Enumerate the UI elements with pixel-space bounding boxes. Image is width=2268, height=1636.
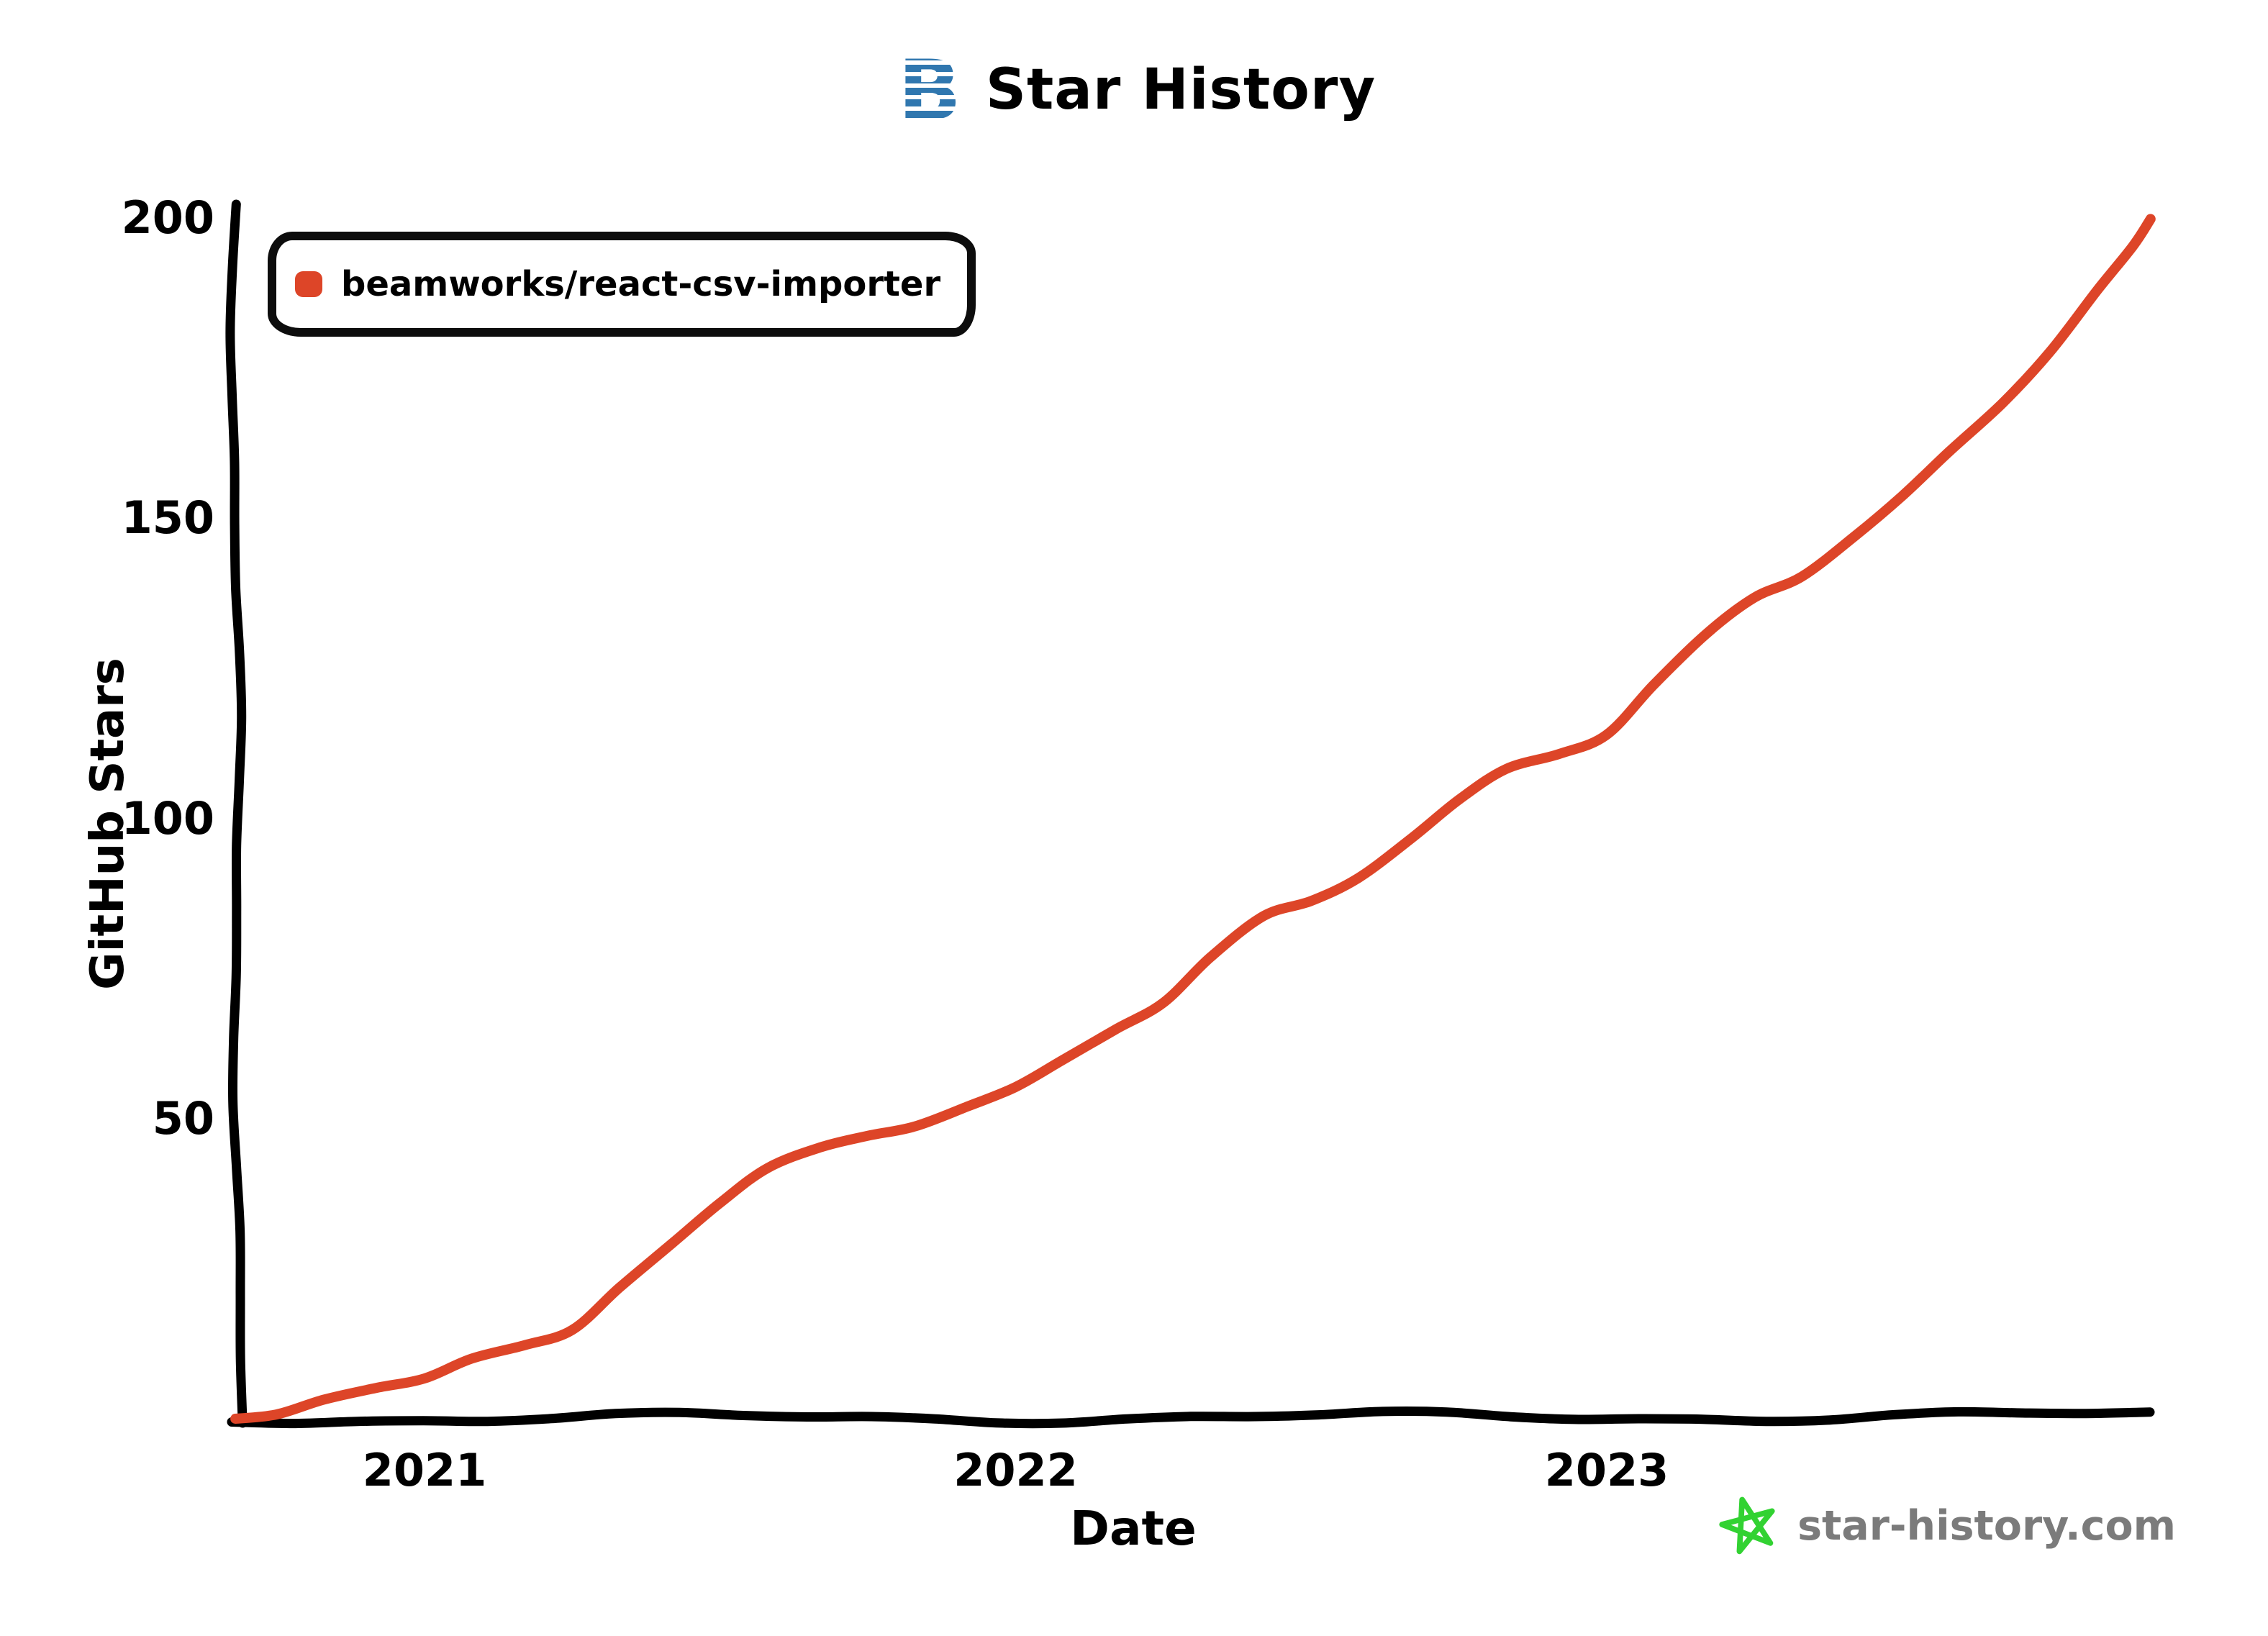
x-tick-label-2021: 2021 xyxy=(362,1444,487,1496)
watermark-text: star-history.com xyxy=(1797,1502,2176,1550)
watermark: star-history.com xyxy=(1718,1495,2176,1557)
y-tick-label-100: 100 xyxy=(121,791,214,845)
y-axis-title: GitHub Stars xyxy=(81,658,135,990)
beamworks-avatar-icon: B xyxy=(892,53,967,127)
x-tick-label-2023: 2023 xyxy=(1544,1444,1669,1496)
x-axis-line xyxy=(227,1406,2155,1429)
legend-marker xyxy=(295,271,322,297)
x-tick-label-2022: 2022 xyxy=(953,1444,1078,1496)
y-tick-label-200: 200 xyxy=(121,191,214,244)
chart-title-row: B Star History xyxy=(0,53,2268,127)
y-tick-label-150: 150 xyxy=(121,491,214,545)
star-doodle-icon xyxy=(1719,1496,1775,1555)
legend: beamworks/react-csv-importer xyxy=(268,232,976,337)
legend-series-label: beamworks/react-csv-importer xyxy=(341,264,941,304)
x-axis-title: Date xyxy=(1070,1501,1197,1556)
y-tick-label-50: 50 xyxy=(152,1091,214,1145)
series-line-beamworks-react-csv-importer xyxy=(230,214,2156,1424)
page-title: Star History xyxy=(985,58,1376,122)
svg-text:B: B xyxy=(898,53,961,127)
y-axis-line xyxy=(225,199,248,1428)
